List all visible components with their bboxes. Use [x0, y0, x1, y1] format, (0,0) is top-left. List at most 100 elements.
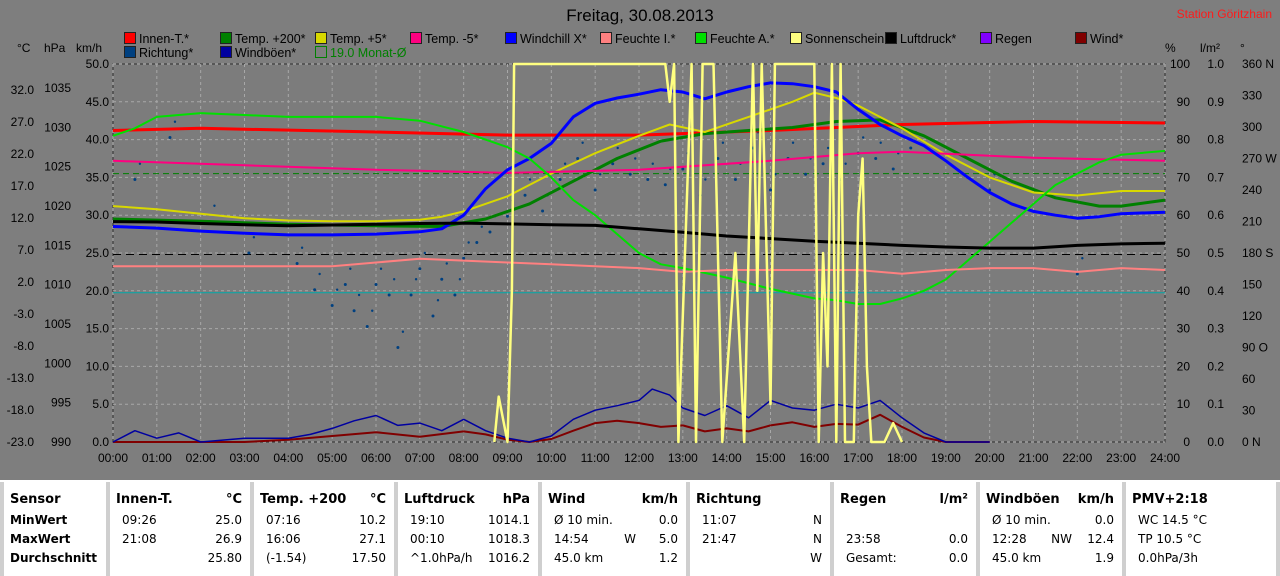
table-cell: 1.9: [1094, 551, 1114, 565]
direction-point: [480, 225, 484, 228]
y-percent-tick: 10: [1177, 397, 1191, 411]
series-line: [112, 150, 1166, 174]
y-pressure-tick: 995: [51, 396, 71, 410]
table-cell: (-1.54): [266, 551, 307, 565]
x-tick-label: 00:00: [98, 451, 128, 465]
direction-point: [769, 188, 772, 192]
direction-point: [844, 162, 847, 165]
table-column: Sensor MinWert MaxWert Durchschnitt: [4, 482, 106, 576]
direction-point: [1081, 257, 1084, 260]
direction-point: [488, 230, 492, 234]
legend-label: 19.0 Monat-Ø: [330, 46, 407, 60]
legend-label: Windchill X*: [520, 32, 587, 46]
direction-point: [1075, 272, 1079, 276]
direction-point: [440, 277, 444, 281]
chart-title: Freitag, 30.08.2013: [566, 6, 714, 25]
table-cell: W: [810, 551, 822, 565]
direction-point: [634, 157, 637, 160]
y-rain-tick: 0.6: [1207, 208, 1224, 222]
direction-point: [576, 157, 580, 160]
y-pressure-tick: 1020: [44, 199, 71, 213]
y-wind-tick: 0.0: [92, 435, 109, 449]
direction-point: [528, 178, 532, 181]
y-wind-tick: 50.0: [86, 57, 110, 71]
direction-point: [387, 293, 391, 297]
direction-point: [821, 162, 825, 166]
direction-point: [663, 183, 667, 187]
unit-lm2: l/m²: [1200, 41, 1220, 55]
y-direction-tick: 330: [1242, 89, 1262, 103]
table-header: Temp. +200: [260, 492, 347, 507]
direction-point: [467, 241, 470, 244]
table-cell: 19:10: [410, 513, 445, 527]
y-temp-tick: -8.0: [13, 339, 34, 353]
unit-percent: %: [1165, 41, 1176, 55]
direction-point: [133, 178, 137, 181]
y-rain-tick: 0.8: [1207, 133, 1224, 147]
y-rain-tick: 0.2: [1207, 359, 1224, 373]
direction-point: [506, 214, 509, 218]
y-temp-tick: 32.0: [11, 83, 35, 97]
table-cell: 0.0: [1094, 513, 1114, 527]
table-cell: 1014.1: [488, 513, 530, 527]
table-column: Temp. +200 °C 07:16 10.2 16:06 27.1 (-1.54) 17.…: [254, 482, 394, 576]
direction-point: [365, 325, 369, 328]
x-tick-label: 18:00: [887, 451, 917, 465]
legend-item: Temp. +200*: [220, 32, 306, 46]
legend-label: Temp. +200*: [235, 32, 306, 46]
unit-hpa: hPa: [44, 41, 66, 55]
y-wind-tick: 25.0: [86, 246, 110, 260]
x-tick-label: 07:00: [405, 451, 435, 465]
table-cell: 26.9: [215, 532, 242, 546]
table-cell: Durchschnitt: [10, 551, 98, 565]
y-rain-tick: 0.5: [1207, 246, 1224, 260]
stats-table: Sensor MinWert MaxWert Durchschnitt Innen-T.…: [0, 480, 1280, 576]
series-line: [112, 91, 1165, 223]
y-pressure-tick: 1000: [44, 356, 71, 370]
legend-label: Richtung*: [139, 46, 194, 60]
y-pressure-tick: 1015: [44, 238, 71, 252]
series-line: [112, 81, 1166, 237]
station-name: Station Göritzhain: [1176, 7, 1272, 21]
direction-point: [458, 278, 462, 281]
table-cell: 17.50: [351, 551, 386, 565]
direction-point: [593, 188, 597, 192]
y-rain-tick: 0.7: [1207, 170, 1224, 184]
direction-point: [445, 262, 448, 265]
y-direction-tick: 360 N: [1242, 57, 1274, 71]
direction-point: [330, 304, 334, 307]
legend-label: Sonnenschein: [805, 32, 885, 46]
table-unit: hPa: [502, 492, 530, 507]
direction-point: [563, 162, 567, 165]
direction-point: [891, 167, 895, 171]
direction-point: [343, 283, 347, 286]
y-direction-tick: 90 O: [1242, 341, 1268, 355]
legend-item: Feuchte A.*: [695, 32, 775, 46]
table-column: Innen-T. °C 09:26 25.0 21:08 26.9 25.80: [110, 482, 250, 576]
direction-point: [349, 267, 352, 270]
x-tick-label: 04:00: [273, 451, 303, 465]
direction-point: [681, 167, 685, 171]
y-percent-tick: 90: [1177, 95, 1191, 109]
direction-point: [611, 162, 615, 166]
legend-swatch: [315, 32, 327, 44]
table-cell: 21:47: [702, 532, 737, 546]
y-percent-tick: 100: [1170, 57, 1190, 71]
table-cell: 12.4: [1087, 532, 1114, 546]
y-temp-tick: 22.0: [11, 147, 35, 161]
direction-point: [721, 141, 725, 144]
direction-point: [616, 146, 619, 150]
legend-label: Feuchte I.*: [615, 32, 676, 46]
unit-degree: °: [1240, 41, 1245, 55]
x-tick-label: 02:00: [186, 451, 216, 465]
legend-item: Innen-T.*: [124, 32, 189, 46]
x-tick-label: 12:00: [624, 451, 654, 465]
y-temp-tick: 12.0: [11, 211, 35, 225]
series-line: [113, 257, 1166, 275]
direction-point: [628, 172, 632, 176]
legend-swatch: [980, 32, 992, 44]
x-tick-label: 15:00: [755, 451, 785, 465]
legend-item: Temp. -5*: [410, 32, 479, 46]
x-tick-label: 03:00: [229, 451, 259, 465]
table-cell: 00:10: [410, 532, 445, 546]
